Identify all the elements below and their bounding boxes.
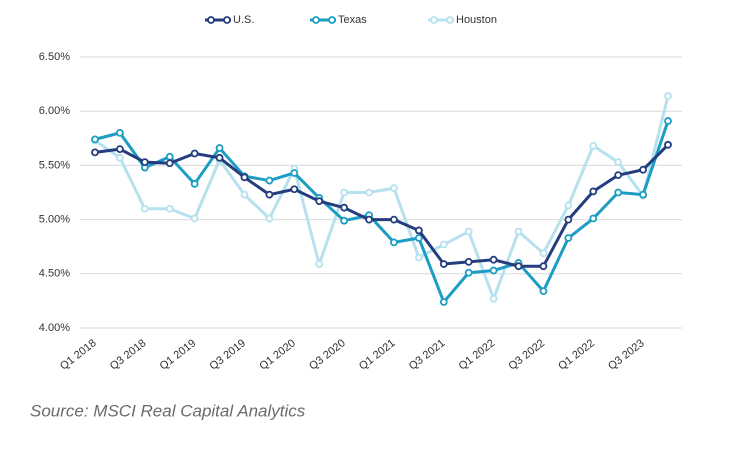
legend-marker — [446, 16, 454, 24]
data-point — [439, 260, 448, 268]
x-tick-label: Q1 2022 — [457, 337, 498, 372]
data-point — [365, 188, 373, 197]
x-tick-label: Q1 2022 — [556, 337, 597, 372]
data-point — [589, 214, 598, 223]
data-point — [215, 144, 224, 152]
legend-label: U.S. — [233, 14, 254, 26]
x-tick-label: Q3 2020 — [307, 337, 348, 372]
data-point — [165, 204, 174, 213]
x-tick-label: Q3 2019 — [207, 337, 248, 372]
data-point — [315, 260, 324, 268]
data-point — [489, 255, 498, 264]
data-point — [439, 240, 448, 249]
data-point — [290, 169, 299, 177]
x-tick-label: Q1 2019 — [158, 337, 199, 372]
data-point — [215, 153, 224, 162]
data-point — [91, 148, 99, 157]
legend-marker — [223, 16, 231, 24]
data-point — [240, 190, 249, 199]
legend-label: Texas — [338, 14, 367, 26]
y-tick-label: 4.00% — [39, 322, 70, 334]
data-point — [589, 187, 598, 196]
data-point — [390, 238, 398, 247]
data-point — [140, 158, 149, 167]
data-point — [340, 188, 349, 197]
data-point — [564, 201, 573, 210]
data-point — [514, 227, 523, 236]
y-tick-label: 4.50% — [39, 268, 70, 280]
legend-marker — [328, 16, 336, 24]
y-tick-label: 6.50% — [39, 51, 70, 63]
y-tick-label: 6.00% — [39, 105, 70, 117]
data-point — [116, 145, 124, 154]
data-point — [365, 215, 373, 224]
series-line — [94, 143, 670, 268]
legend-marker — [207, 16, 215, 24]
data-point — [165, 152, 174, 161]
data-point — [464, 257, 473, 266]
data-point — [664, 140, 672, 149]
data-point — [564, 234, 573, 242]
data-point — [539, 287, 548, 296]
x-tick-label: Q1 2018 — [58, 337, 99, 372]
y-tick-label: 5.00% — [39, 214, 70, 226]
data-point — [489, 266, 498, 275]
data-point — [140, 204, 149, 213]
data-point — [539, 249, 548, 258]
legend-label: Houston — [456, 14, 497, 26]
x-tick-label: Q3 2022 — [506, 337, 547, 372]
data-point — [614, 158, 623, 167]
data-point — [464, 268, 473, 277]
data-point — [290, 185, 299, 194]
data-point — [564, 215, 573, 224]
data-point — [489, 294, 498, 303]
data-point — [190, 149, 199, 158]
data-point — [539, 262, 548, 271]
x-tick-label: Q1 2021 — [357, 337, 398, 372]
x-tick-label: Q3 2023 — [606, 337, 647, 372]
data-point — [190, 179, 199, 188]
data-point — [240, 173, 249, 182]
data-point — [414, 253, 423, 262]
data-point — [664, 117, 672, 125]
data-point — [639, 165, 647, 174]
data-point — [390, 215, 398, 224]
data-point — [439, 298, 448, 306]
x-tick-label: Q1 2020 — [257, 337, 298, 372]
data-point — [265, 176, 274, 185]
data-point — [514, 262, 523, 271]
data-point — [664, 92, 672, 100]
data-point — [116, 153, 124, 162]
legend-marker — [430, 16, 438, 24]
data-point — [340, 216, 349, 225]
data-point — [390, 184, 398, 193]
source-note: Source: MSCI Real Capital Analytics — [30, 401, 306, 420]
data-point — [116, 128, 124, 137]
data-point — [340, 203, 349, 212]
data-point — [165, 159, 174, 168]
data-point — [414, 234, 423, 242]
y-tick-label: 5.50% — [39, 159, 70, 171]
data-point — [464, 227, 473, 236]
data-point — [265, 214, 274, 223]
series-line — [94, 95, 670, 301]
x-tick-label: Q3 2021 — [407, 337, 448, 372]
series-line — [94, 120, 670, 304]
data-point — [589, 141, 598, 150]
legend-marker — [312, 16, 320, 24]
data-point — [315, 197, 324, 206]
data-point — [414, 226, 423, 235]
data-point — [614, 171, 623, 180]
data-point — [639, 190, 647, 199]
data-point — [614, 188, 623, 197]
data-point — [91, 135, 99, 144]
x-tick-label: Q3 2018 — [108, 337, 149, 372]
data-point — [190, 214, 199, 223]
data-point — [265, 190, 274, 199]
